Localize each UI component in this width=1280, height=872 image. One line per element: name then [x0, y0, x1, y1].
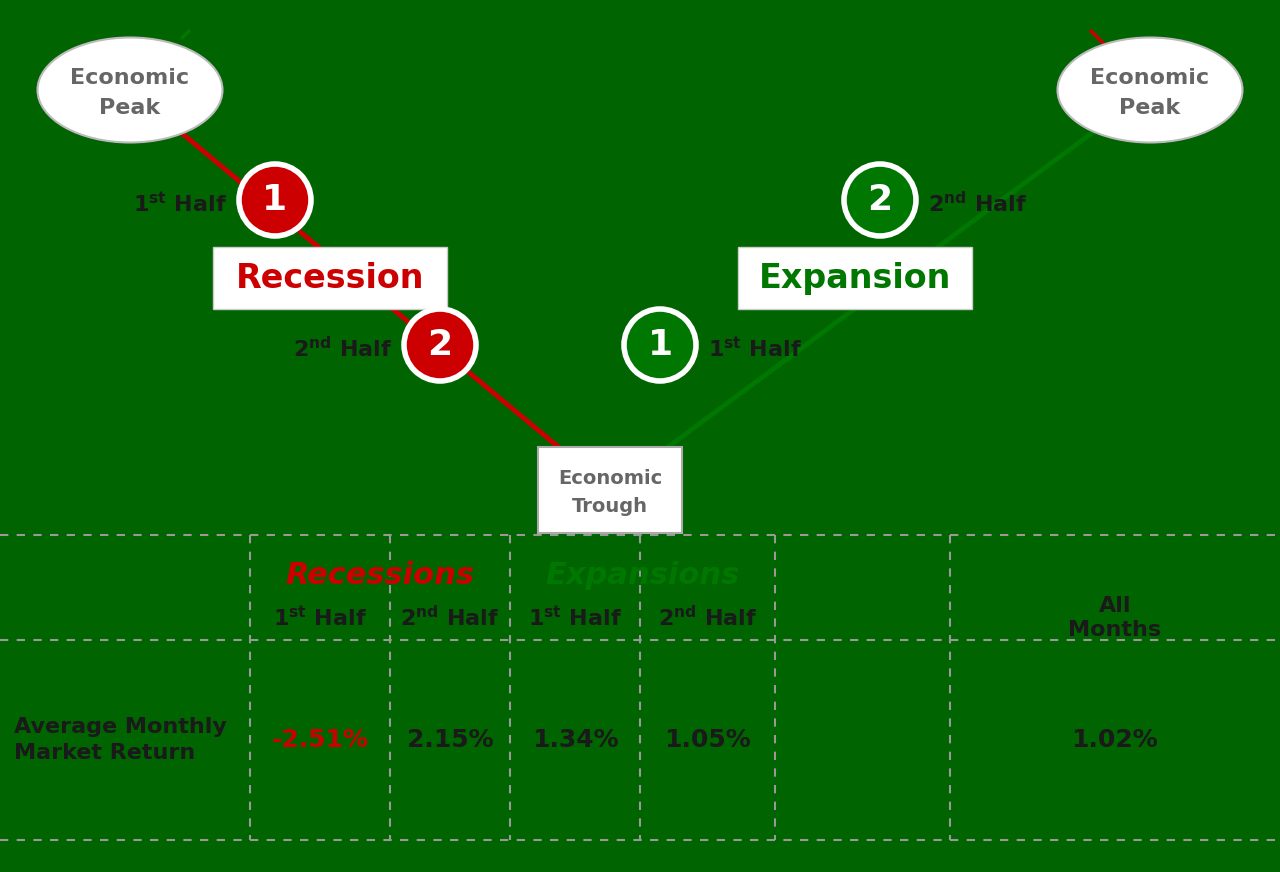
Text: 2: 2: [868, 183, 892, 217]
Circle shape: [404, 309, 476, 381]
Text: All
Months: All Months: [1069, 596, 1161, 640]
Ellipse shape: [1057, 37, 1243, 142]
Text: 2$^{\mathregular{nd}}$ Half: 2$^{\mathregular{nd}}$ Half: [401, 605, 499, 630]
Text: Economic: Economic: [70, 68, 189, 88]
Text: 1$^{\mathregular{st}}$ Half: 1$^{\mathregular{st}}$ Half: [708, 337, 801, 362]
Text: Expansion: Expansion: [759, 262, 951, 295]
Text: 1$^{\mathregular{st}}$ Half: 1$^{\mathregular{st}}$ Half: [529, 605, 622, 630]
Text: 2.15%: 2.15%: [407, 728, 493, 752]
FancyBboxPatch shape: [739, 247, 972, 309]
Text: 2: 2: [428, 328, 453, 362]
Text: 2$^{\mathregular{nd}}$ Half: 2$^{\mathregular{nd}}$ Half: [928, 191, 1028, 216]
Text: Average Monthly
Market Return: Average Monthly Market Return: [14, 717, 227, 763]
Text: -2.51%: -2.51%: [271, 728, 369, 752]
Text: 1: 1: [262, 183, 288, 217]
Text: Trough: Trough: [572, 496, 648, 515]
Text: 1: 1: [648, 328, 672, 362]
Ellipse shape: [37, 37, 223, 142]
Text: Peak: Peak: [100, 98, 160, 118]
Text: Economic: Economic: [1091, 68, 1210, 88]
FancyBboxPatch shape: [212, 247, 447, 309]
Text: 2$^{\mathregular{nd}}$ Half: 2$^{\mathregular{nd}}$ Half: [293, 337, 392, 362]
Text: Economic: Economic: [558, 468, 662, 487]
Text: 1.05%: 1.05%: [664, 728, 751, 752]
Text: 1$^{\mathregular{st}}$ Half: 1$^{\mathregular{st}}$ Half: [273, 605, 367, 630]
FancyBboxPatch shape: [538, 447, 682, 533]
Circle shape: [239, 164, 311, 236]
Circle shape: [625, 309, 696, 381]
Text: Recession: Recession: [236, 262, 424, 295]
Text: Expansions: Expansions: [545, 561, 740, 589]
Text: Peak: Peak: [1120, 98, 1180, 118]
Text: 1.02%: 1.02%: [1071, 728, 1158, 752]
Text: 1.34%: 1.34%: [531, 728, 618, 752]
Text: 2$^{\mathregular{nd}}$ Half: 2$^{\mathregular{nd}}$ Half: [658, 605, 758, 630]
Text: 1$^{\mathregular{st}}$ Half: 1$^{\mathregular{st}}$ Half: [133, 192, 227, 216]
Circle shape: [844, 164, 916, 236]
Text: Recessions: Recessions: [285, 561, 475, 589]
